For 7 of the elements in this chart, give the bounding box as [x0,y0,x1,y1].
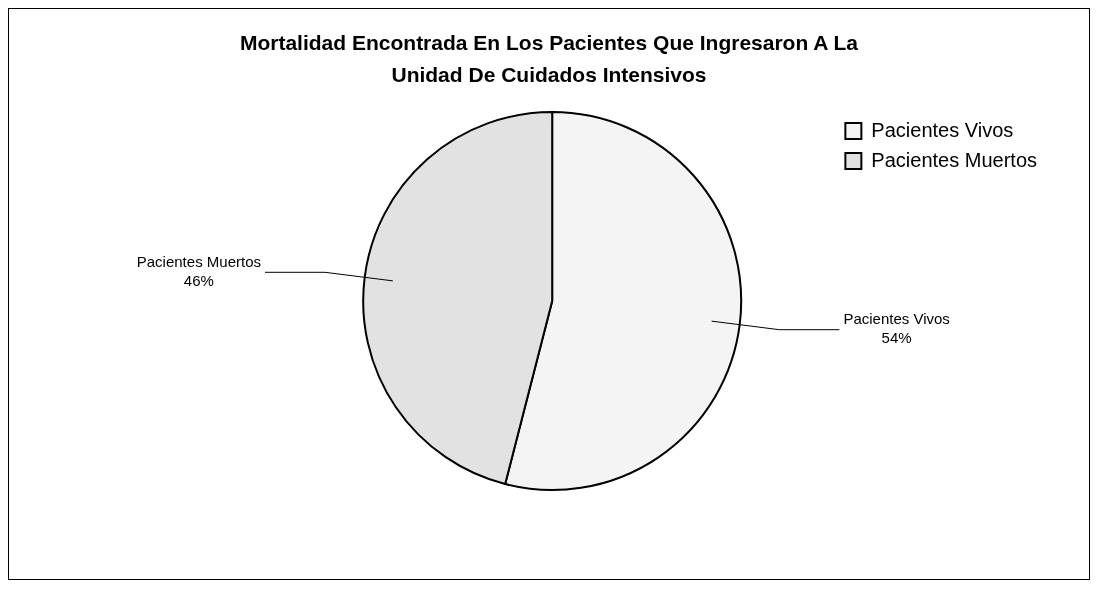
chart-title: Mortalidad Encontrada En Los Pacientes Que Ingresaron A La Unidad De Cuidados Intensivos [238,30,860,88]
slice-label: Pacientes Vivos [843,310,950,328]
data-label: 54% [881,329,912,347]
slice-label: Pacientes Muertos [136,252,261,270]
legend-label: Pacientes Muertos [871,148,1038,171]
legend-label: Pacientes Vivos [871,118,1014,141]
data-label: 46% [183,271,214,289]
